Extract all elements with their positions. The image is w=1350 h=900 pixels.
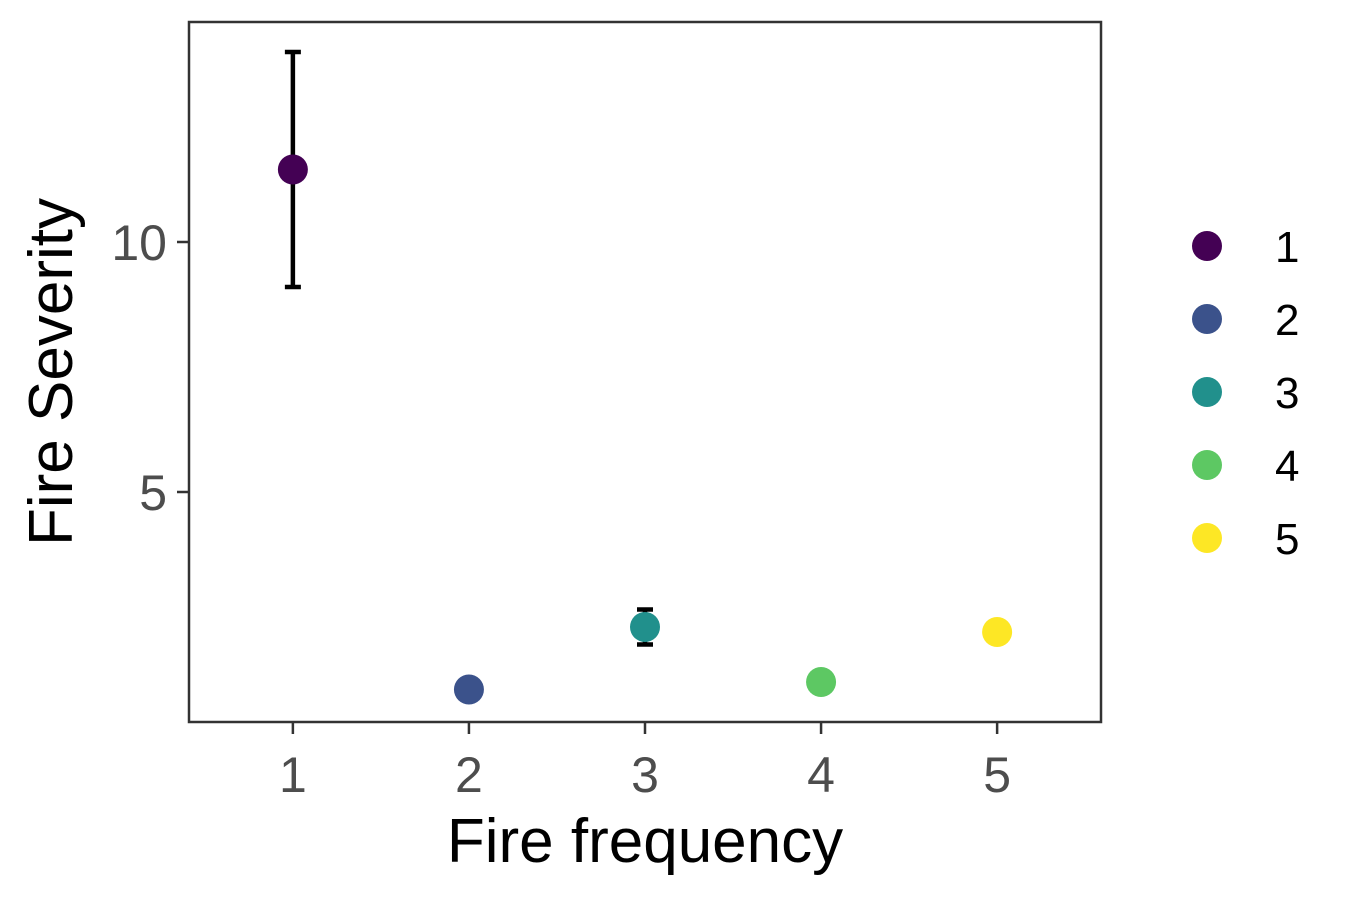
x-tick-label: 5 xyxy=(983,747,1011,803)
legend-key xyxy=(1192,231,1222,261)
legend-key xyxy=(1192,304,1222,334)
data-point xyxy=(982,617,1013,647)
legend-label: 2 xyxy=(1275,296,1299,345)
x-axis: 1 2 3 4 5 xyxy=(279,722,1011,803)
data-point xyxy=(630,612,660,642)
x-tick-label: 4 xyxy=(807,747,835,803)
y-axis: 5 10 xyxy=(111,215,189,521)
plot-panel xyxy=(187,20,1103,724)
y-axis-title: Fire Severity xyxy=(17,198,86,546)
legend-label: 3 xyxy=(1275,369,1299,418)
legend-label: 5 xyxy=(1275,515,1299,564)
x-axis-title: Fire frequency xyxy=(447,807,843,876)
legend-key xyxy=(1192,523,1222,553)
x-tick-label: 1 xyxy=(279,747,307,803)
y-tick-label: 5 xyxy=(139,465,167,521)
x-tick-label: 2 xyxy=(455,747,483,803)
legend-label: 4 xyxy=(1275,442,1299,491)
data-point xyxy=(806,667,837,697)
x-tick-label: 3 xyxy=(631,747,659,803)
data-point xyxy=(453,674,484,705)
legend-key xyxy=(1192,377,1222,407)
legend-key xyxy=(1192,450,1222,480)
data-point xyxy=(277,154,308,185)
legend-label: 1 xyxy=(1275,223,1299,272)
data-points xyxy=(277,154,1013,705)
legend: 1 2 3 4 5 xyxy=(1192,223,1299,564)
y-tick-label: 10 xyxy=(111,215,167,271)
